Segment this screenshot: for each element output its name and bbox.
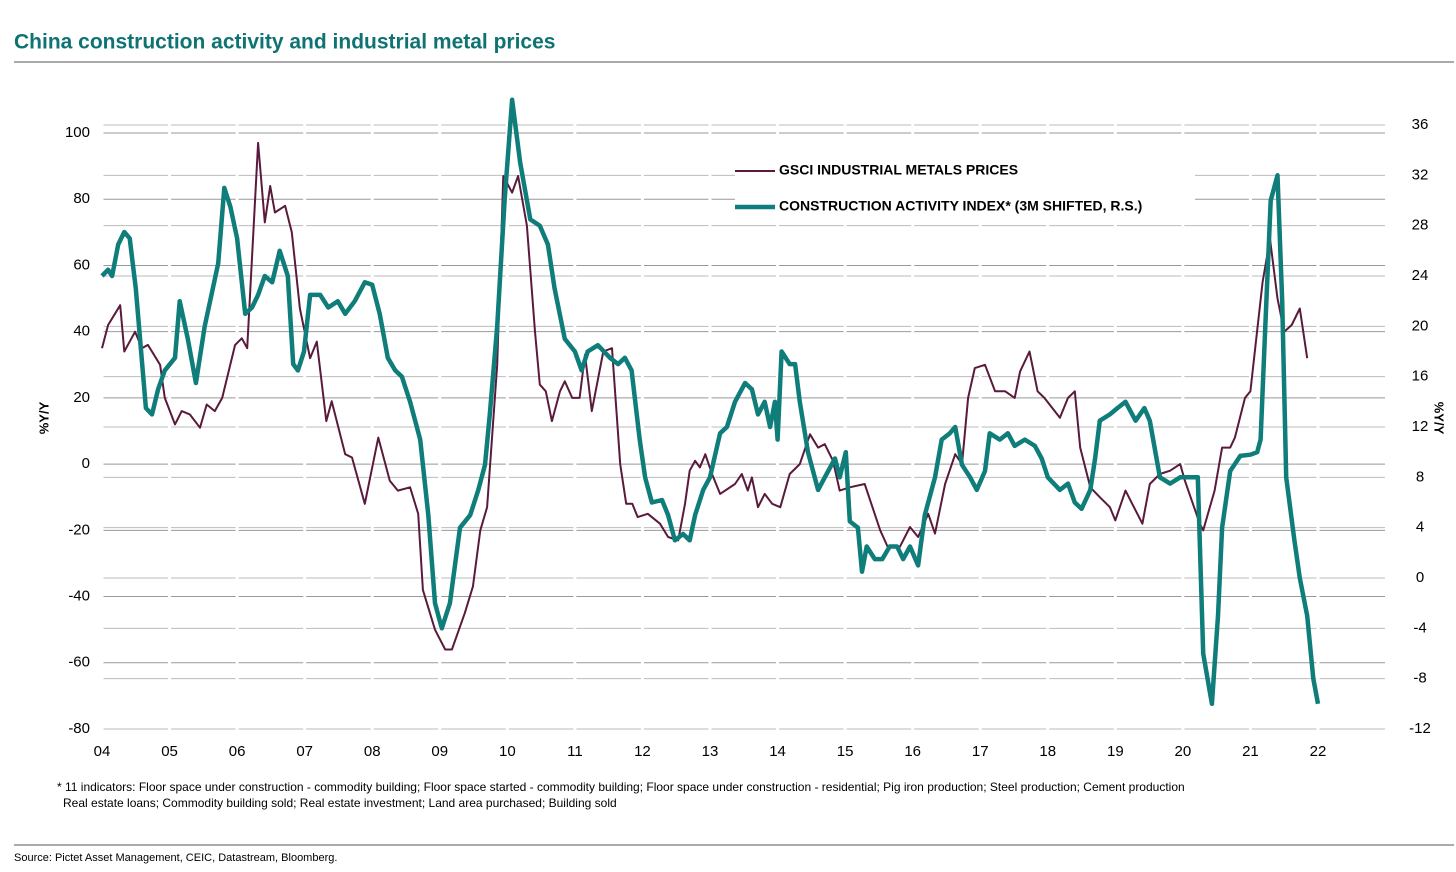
x-tick-label: 15 bbox=[837, 743, 854, 760]
y-tick-label: 100 bbox=[65, 124, 90, 141]
x-tick-label: 19 bbox=[1107, 743, 1124, 760]
data-line bbox=[101, 141, 1309, 651]
x-tick-label: 14 bbox=[769, 743, 786, 760]
y2-tick-label: 0 bbox=[1416, 569, 1424, 586]
y2-tick-label: 20 bbox=[1412, 317, 1429, 334]
x-tick-label: 07 bbox=[296, 743, 313, 760]
y-tick-label: 60 bbox=[73, 256, 90, 273]
y-tick-label: -20 bbox=[68, 521, 90, 538]
x-tick-label: 10 bbox=[499, 743, 516, 760]
legend-label: GSCI INDUSTRIAL METALS PRICES bbox=[779, 162, 1018, 178]
y2-tick-label: 4 bbox=[1416, 519, 1424, 536]
y-tick-label: 80 bbox=[73, 190, 90, 207]
x-tick-label: 04 bbox=[94, 743, 111, 760]
x-tick-label: 21 bbox=[1242, 743, 1259, 760]
y2-tick-label: 24 bbox=[1412, 267, 1429, 284]
x-tick-label: 18 bbox=[1039, 743, 1056, 760]
y-tick-label: 20 bbox=[73, 389, 90, 406]
chart-title: China construction activity and industri… bbox=[14, 31, 555, 54]
y2-tick-label: 8 bbox=[1416, 468, 1424, 485]
y2-tick-label: 36 bbox=[1412, 116, 1429, 133]
x-tick-label: 06 bbox=[229, 743, 246, 760]
y2-tick-label: 32 bbox=[1412, 166, 1429, 183]
data-line bbox=[100, 97, 1321, 707]
source: Source: Pictet Asset Management, CEIC, D… bbox=[14, 852, 337, 864]
y2-tick-label: -4 bbox=[1413, 619, 1426, 636]
x-tick-label: 11 bbox=[567, 743, 583, 760]
y-tick-label: 40 bbox=[73, 323, 90, 340]
y2-tick-label: 12 bbox=[1412, 418, 1429, 435]
footnote: Real estate loans; Commodity building so… bbox=[63, 796, 617, 810]
y-tick-label: -60 bbox=[68, 654, 90, 671]
y2-tick-label: -12 bbox=[1409, 720, 1431, 737]
x-tick-label: 20 bbox=[1175, 743, 1192, 760]
y2-tick-label: 16 bbox=[1412, 368, 1429, 385]
legend-label: CONSTRUCTION ACTIVITY INDEX* (3M SHIFTED… bbox=[779, 198, 1142, 214]
x-tick-label: 13 bbox=[702, 743, 719, 760]
legend-box bbox=[735, 152, 1195, 224]
x-tick-label: 22 bbox=[1310, 743, 1327, 760]
x-tick-label: 12 bbox=[634, 743, 651, 760]
x-tick-label: 05 bbox=[161, 743, 178, 760]
x-tick-label: 16 bbox=[904, 743, 921, 760]
y2-axis-label: %Y/Y bbox=[1432, 402, 1447, 435]
y-tick-label: -40 bbox=[68, 588, 90, 605]
footnote: * 11 indicators: Floor space under const… bbox=[57, 780, 1185, 794]
x-tick-label: 17 bbox=[972, 743, 989, 760]
y2-tick-label: -8 bbox=[1413, 670, 1426, 687]
y-tick-label: 0 bbox=[82, 455, 90, 472]
y-axis-label: %Y/Y bbox=[36, 401, 51, 434]
x-tick-label: 09 bbox=[431, 743, 448, 760]
y2-tick-label: 28 bbox=[1412, 217, 1429, 234]
x-tick-label: 08 bbox=[364, 743, 381, 760]
y-tick-label: -80 bbox=[68, 720, 90, 737]
